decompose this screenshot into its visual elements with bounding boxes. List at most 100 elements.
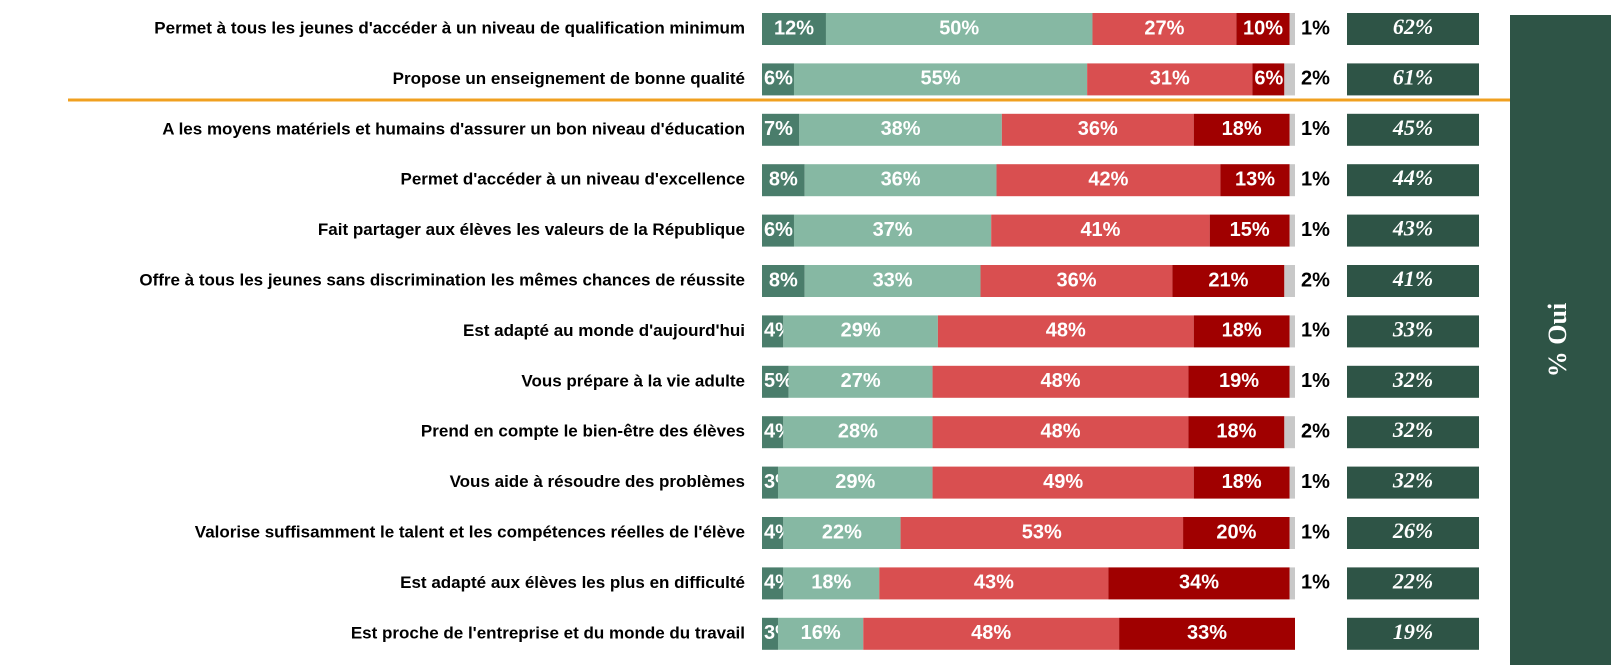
bar-segment <box>1188 365 1290 398</box>
bar-segment <box>1289 365 1295 398</box>
bar-segment <box>783 567 880 600</box>
bar-segment <box>762 63 794 96</box>
data-label: 55% <box>921 68 961 90</box>
bar-segment <box>762 164 805 197</box>
data-label: 8% <box>769 168 798 190</box>
total-label: 45% <box>1392 115 1433 140</box>
category-label: Est adapté aux élèves les plus en diffic… <box>400 573 745 592</box>
data-label: 36% <box>1078 118 1118 140</box>
data-label: 16% <box>801 622 841 644</box>
bar-segment <box>1087 63 1253 96</box>
data-label: 42% <box>1088 168 1128 190</box>
data-label: 18% <box>1222 471 1262 493</box>
data-label: 48% <box>971 622 1011 644</box>
side-panel <box>1510 15 1611 665</box>
data-label: 1% <box>1301 471 1330 493</box>
bar-segment <box>783 416 933 449</box>
category-label: Permet à tous les jeunes d'accéder à un … <box>154 18 745 37</box>
data-label: 8% <box>769 269 798 291</box>
bar-segment <box>1172 265 1285 297</box>
bar-segment <box>762 466 778 499</box>
total-box <box>1347 617 1479 650</box>
data-label: 27% <box>1144 17 1184 39</box>
bar-segment <box>1289 113 1295 146</box>
data-label: 48% <box>1040 370 1080 392</box>
data-label: 2% <box>1301 269 1330 291</box>
bar-segment <box>1193 315 1290 348</box>
bar-segment <box>932 365 1189 398</box>
total-label: 43% <box>1392 216 1433 241</box>
total-box <box>1347 567 1479 600</box>
bar-segment <box>762 517 784 549</box>
data-label: 20% <box>1216 521 1256 543</box>
data-label: 27% <box>841 370 881 392</box>
data-label: 38% <box>881 118 921 140</box>
data-label: 13% <box>1235 168 1275 190</box>
data-label: 37% <box>873 219 913 241</box>
bar-segment <box>825 13 1093 45</box>
data-label: 1% <box>1301 118 1330 140</box>
data-label: 1% <box>1301 17 1330 39</box>
data-label: 19% <box>1219 370 1259 392</box>
data-label: 12% <box>774 17 814 39</box>
category-label: Vous prépare à la vie adulte <box>521 371 745 390</box>
data-label: 18% <box>1216 420 1256 442</box>
data-label: 28% <box>838 420 878 442</box>
bar-segment <box>1236 13 1290 45</box>
bar-segment <box>1092 13 1237 45</box>
category-label: Fait partager aux élèves les valeurs de … <box>318 220 745 239</box>
bar-segment <box>762 214 794 247</box>
total-label: 61% <box>1393 64 1433 89</box>
data-label: 1% <box>1301 320 1330 342</box>
total-label: 32% <box>1392 417 1433 442</box>
bar-segment <box>783 517 901 549</box>
data-label: 6% <box>764 219 793 241</box>
data-label: 29% <box>835 471 875 493</box>
data-label: 1% <box>1301 521 1330 543</box>
category-label: A les moyens matériels et humains d'assu… <box>162 119 745 138</box>
bar-segment <box>788 365 933 398</box>
bar-segment <box>1289 214 1295 247</box>
total-box <box>1347 517 1479 549</box>
bar-segment <box>777 466 933 499</box>
bar-segment <box>783 315 938 348</box>
bar-segment <box>1001 113 1194 146</box>
data-label: 21% <box>1208 269 1248 291</box>
bar-segment <box>1119 617 1295 650</box>
bar-segment <box>1289 164 1295 197</box>
total-box <box>1347 315 1479 348</box>
bar-segment <box>762 315 784 348</box>
data-label: 7% <box>764 118 793 140</box>
data-label: 6% <box>764 68 793 90</box>
data-label: 36% <box>881 168 921 190</box>
data-label: 1% <box>1301 168 1330 190</box>
total-label: 33% <box>1392 316 1433 341</box>
data-label: 36% <box>1056 269 1096 291</box>
data-label: 50% <box>939 17 979 39</box>
bar-segment <box>1284 63 1295 96</box>
category-label: Propose un enseignement de bonne qualité <box>393 69 745 88</box>
category-label: Est proche de l'entreprise et du monde d… <box>351 623 745 642</box>
total-box <box>1347 63 1479 96</box>
category-label: Vous aide à résoudre des problèmes <box>450 472 745 491</box>
bar-segment <box>762 113 800 146</box>
total-label: 26% <box>1392 518 1433 543</box>
bar-segment <box>762 567 784 600</box>
bar-segment <box>1252 63 1285 96</box>
bar-segment <box>762 416 784 449</box>
bar-segment <box>762 265 805 297</box>
total-box <box>1347 365 1479 398</box>
bar-segment <box>1289 466 1295 499</box>
bar-segment <box>932 416 1189 449</box>
bar-segment <box>804 164 997 197</box>
total-label: 32% <box>1392 468 1433 493</box>
total-label: 44% <box>1392 165 1433 190</box>
bar-segment <box>1284 416 1295 449</box>
bar-segment <box>1289 315 1295 348</box>
bar-segment <box>777 617 864 650</box>
total-label: 41% <box>1392 266 1433 291</box>
bar-segment <box>863 617 1120 650</box>
total-label: 22% <box>1392 568 1433 593</box>
bar-segment <box>1289 567 1295 600</box>
total-box <box>1347 416 1479 449</box>
